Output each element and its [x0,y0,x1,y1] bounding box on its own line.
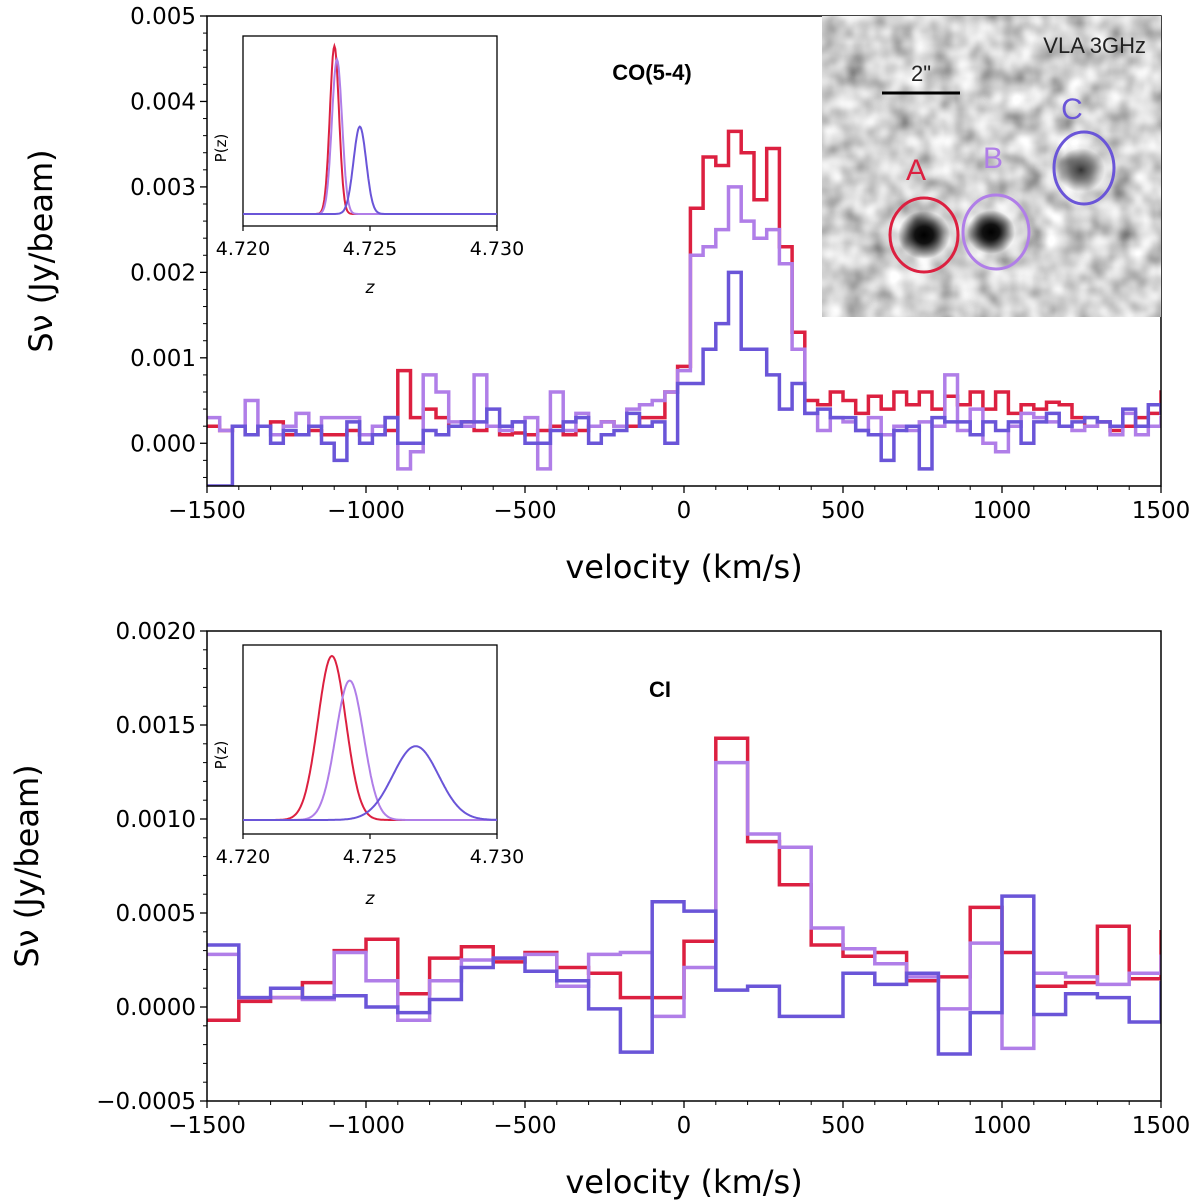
co54-inset-ticks: 4.720 4.725 4.730 [216,226,524,260]
ci-inset-curve-c [243,745,498,821]
vla-label-a: A [906,154,926,187]
ci-y-axis-title: Sν (Jy/beam) [8,764,46,967]
co54-y-axis-title: Sν (Jy/beam) [22,149,60,352]
co54-inset-curves [243,42,497,215]
co54-x-tick-label: 500 [821,498,865,524]
co54-x-tick-label: −500 [493,498,556,524]
ci-x-tick-label: −1500 [168,1113,246,1139]
vla-circle-b [961,193,1031,271]
co54-inset-x-tick-label: 4.720 [216,238,270,260]
ci-inset-x-tick-label: 4.730 [470,846,524,868]
co54-inset-curve-c [243,125,497,215]
ci-title: CI [649,677,671,702]
co54-x-tick-label: −1500 [168,498,246,524]
vla-circle-a [888,196,960,274]
co54-inset-x-tick-label: 4.725 [343,238,397,260]
vla-label-c: C [1061,93,1083,126]
co54-x-tick-label: 1500 [1132,498,1191,524]
co54-series-c [207,270,1161,486]
ci-inset: 4.720 4.725 4.730 P(z) z [212,644,524,909]
co54-title: CO(5-4) [612,60,691,85]
co54-x-tick-label: 1000 [973,498,1032,524]
ci-series-c [207,894,1161,1056]
co54-x-tick-label: −1000 [327,498,405,524]
vla-label-b: B [983,142,1003,175]
ci-y-tick-label: 0.0010 [116,807,196,833]
vla-source-b-blob [967,210,1015,254]
co54-y-tick-label: 0.003 [130,175,196,201]
ci-x-tick-label: −500 [493,1113,556,1139]
ci-inset-y-label: P(z) [212,741,230,770]
co54-y-tick-label: 0.002 [130,260,196,286]
co54-panel: −1500 −1000 −500 0 500 1000 1500 0.000 0.001 0.00… [22,4,1190,586]
ci-y-tick-label: 0.0020 [116,619,196,645]
co54-y-tick-label: 0.001 [130,346,196,372]
co54-inset-x-label: z [365,278,376,298]
ci-y-tick-label: −0.0005 [96,1089,196,1115]
ci-y-tick-label: 0.0005 [116,901,196,927]
co54-x-tick-label: 0 [677,498,692,524]
ci-x-tick-label: 1000 [973,1113,1032,1139]
co54-y-tick-label: 0.000 [130,431,196,457]
co54-series-b [207,185,1161,471]
vla-image: VLA 3GHz 2" A B C [822,16,1161,317]
ci-x-tick-label: 500 [821,1113,865,1139]
ci-y-tick-label: 0.0015 [116,713,196,739]
ci-series-a [207,736,1161,1022]
co54-inset: 4.720 4.725 4.730 P(z) z [212,35,524,298]
ci-inset-curves [243,654,498,821]
ci-inset-ticks: 4.720 4.725 4.730 [216,834,524,868]
co54-inset-frame [242,35,498,227]
ci-series-group [207,736,1161,1056]
vla-source-c-blob [1057,148,1105,192]
ci-inset-frame [242,644,498,835]
ci-x-tick-label: 0 [677,1113,692,1139]
vla-source-a-blob [898,211,950,259]
ci-inset-x-label: z [365,889,376,909]
co54-ticks: −1500 −1000 −500 0 500 1000 1500 0.000 0.001 0.00… [130,4,1190,524]
vla-circle-c [1052,130,1116,206]
co54-series-group [207,129,1161,486]
ci-y-tick-label: 0.0000 [116,995,196,1021]
co54-y-tick-label: 0.005 [130,4,196,30]
ci-inset-x-tick-label: 4.725 [343,846,397,868]
ci-x-axis-title: velocity (km/s) [565,1163,802,1201]
co54-x-axis-title: velocity (km/s) [565,548,802,586]
co54-inset-y-label: P(z) [212,134,230,163]
ci-panel: −1500 −1000 −500 0 500 1000 1500 −0.0005 0.0000 0… [8,619,1190,1201]
ci-x-tick-label: 1500 [1132,1113,1191,1139]
vla-image-label: VLA 3GHz [1043,33,1146,58]
ci-x-tick-label: −1000 [327,1113,405,1139]
ci-inset-x-tick-label: 4.720 [216,846,270,868]
co54-y-tick-label: 0.004 [130,89,196,115]
co54-inset-x-tick-label: 4.730 [470,238,524,260]
ci-ticks: −1500 −1000 −500 0 500 1000 1500 −0.0005 0.0000 0… [96,619,1190,1139]
vla-scale-label: 2" [911,61,931,86]
